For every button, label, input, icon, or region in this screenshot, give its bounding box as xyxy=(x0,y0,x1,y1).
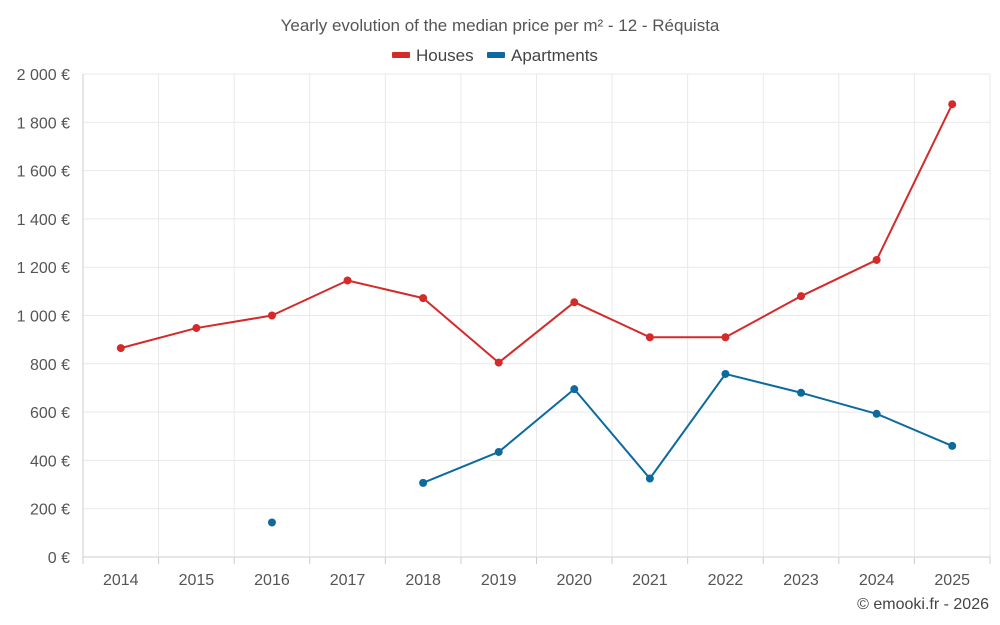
data-point-houses-2024[interactable] xyxy=(872,255,881,264)
data-point-apartments-2022[interactable] xyxy=(721,369,730,378)
data-point-houses-2025[interactable] xyxy=(948,100,957,109)
x-tick-label: 2021 xyxy=(632,572,668,589)
data-point-apartments-2024[interactable] xyxy=(872,409,881,418)
y-tick-label: 800 € xyxy=(30,357,70,374)
y-axis-tick-labels: 0 € 200 € 400 € 600 € 800 € 1 000 € 1 200 € 1 4… xyxy=(17,67,70,567)
series-line-apartments xyxy=(422,372,953,484)
x-tick-label: 2016 xyxy=(254,572,290,589)
legend: Houses Apartments xyxy=(392,46,598,65)
y-tick-label: 1 400 € xyxy=(17,212,70,229)
x-tick-label: 2014 xyxy=(103,572,139,589)
data-point-apartments-2021[interactable] xyxy=(645,474,654,483)
y-tick-label: 0 € xyxy=(48,550,70,567)
legend-swatch-apartments xyxy=(487,52,505,58)
legend-label-apartments: Apartments xyxy=(511,46,598,65)
y-tick-label: 200 € xyxy=(30,502,70,519)
gridlines xyxy=(82,73,991,564)
data-point-houses-2018[interactable] xyxy=(419,294,428,303)
legend-swatch-houses xyxy=(392,52,410,58)
data-point-houses-2022[interactable] xyxy=(721,333,730,342)
data-point-apartments-2025[interactable] xyxy=(948,441,957,450)
x-tick-label: 2020 xyxy=(556,572,592,589)
data-point-houses-2017[interactable] xyxy=(343,276,352,285)
data-point-houses-2014[interactable] xyxy=(116,344,125,353)
chart-title: Yearly evolution of the median price per… xyxy=(281,16,720,35)
x-tick-label: 2022 xyxy=(708,572,744,589)
data-point-apartments-2019[interactable] xyxy=(494,447,503,456)
y-tick-label: 600 € xyxy=(30,405,70,422)
y-tick-label: 1 000 € xyxy=(17,309,70,326)
series-points xyxy=(116,100,957,527)
data-point-houses-2021[interactable] xyxy=(645,333,654,342)
y-tick-label: 400 € xyxy=(30,453,70,470)
x-tick-label: 2019 xyxy=(481,572,517,589)
credit-text: © emooki.fr - 2026 xyxy=(857,596,989,613)
x-tick-label: 2024 xyxy=(859,572,895,589)
y-tick-label: 2 000 € xyxy=(17,67,70,84)
x-tick-label: 2018 xyxy=(405,572,441,589)
data-point-apartments-2018[interactable] xyxy=(419,478,428,487)
data-point-apartments-2020[interactable] xyxy=(570,385,579,394)
data-point-apartments-2016[interactable] xyxy=(267,518,276,527)
y-tick-label: 1 600 € xyxy=(17,164,70,181)
x-tick-label: 2025 xyxy=(934,572,970,589)
y-tick-label: 1 200 € xyxy=(17,260,70,277)
data-point-houses-2016[interactable] xyxy=(267,311,276,320)
x-axis-tick-labels: 2014 2015 2016 2017 2018 2019 2020 2021 2022 2023… xyxy=(103,572,970,589)
series-line-houses xyxy=(120,103,954,364)
x-tick-label: 2015 xyxy=(179,572,215,589)
data-point-houses-2020[interactable] xyxy=(570,298,579,307)
series-lines xyxy=(120,103,954,484)
legend-item-apartments[interactable]: Apartments xyxy=(487,46,598,65)
data-point-houses-2023[interactable] xyxy=(797,292,806,301)
y-tick-label: 1 800 € xyxy=(17,115,70,132)
legend-label-houses: Houses xyxy=(416,46,474,65)
x-tick-label: 2023 xyxy=(783,572,819,589)
legend-item-houses[interactable]: Houses xyxy=(392,46,474,65)
data-point-houses-2015[interactable] xyxy=(192,324,201,333)
data-point-apartments-2023[interactable] xyxy=(797,388,806,397)
x-tick-label: 2017 xyxy=(330,572,366,589)
data-point-houses-2019[interactable] xyxy=(494,358,503,367)
